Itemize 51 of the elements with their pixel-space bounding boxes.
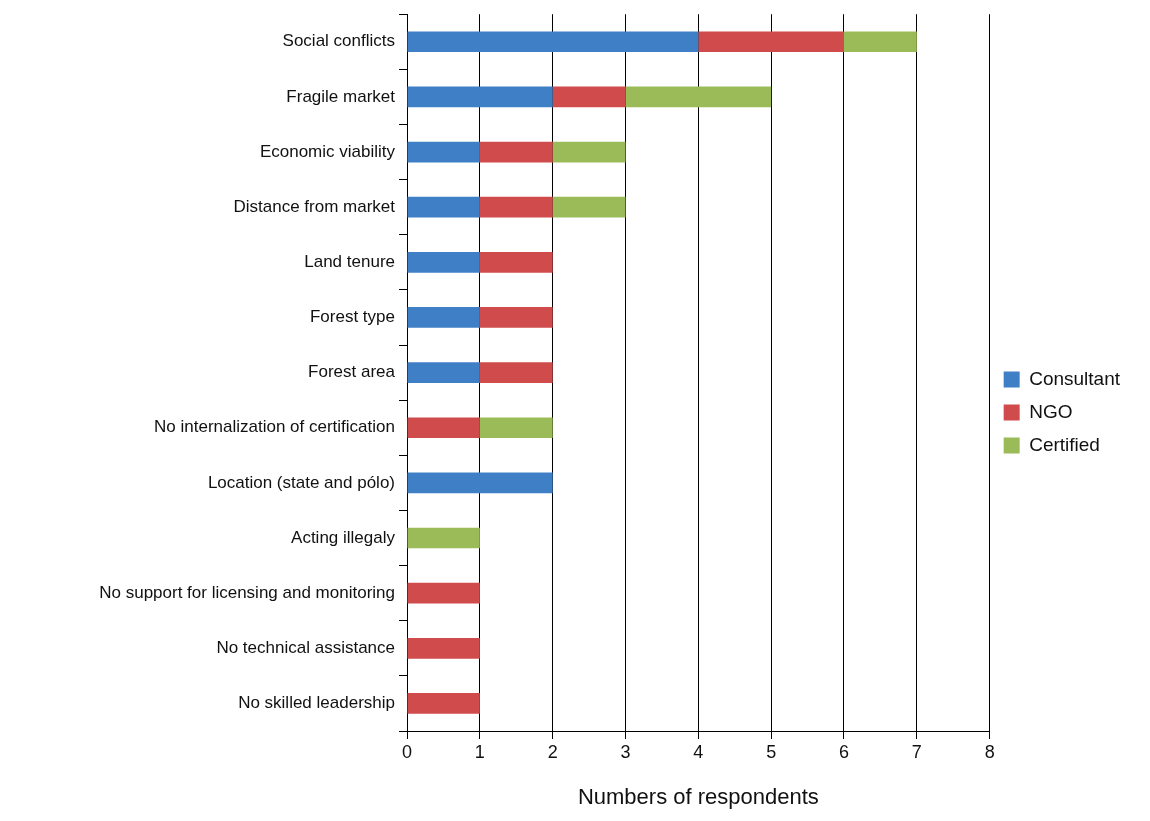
bar — [625, 86, 772, 108]
y-tick-label: Distance from market — [233, 196, 396, 216]
bar — [407, 251, 480, 273]
x-tick-label: 0 — [401, 741, 413, 762]
bar — [552, 196, 626, 218]
bar — [844, 31, 917, 53]
bar — [407, 527, 480, 549]
legend-label: NGO — [1029, 400, 1073, 422]
bar — [479, 307, 553, 328]
y-tick-label: Land tenure — [304, 252, 395, 272]
x-tick-label: 5 — [766, 741, 777, 762]
bar — [698, 31, 844, 53]
y-tick-label: Forest area — [308, 362, 396, 382]
y-tick-label: No technical assistance — [216, 637, 395, 657]
bar — [407, 472, 553, 494]
x-axis-title: Numbers of respondents — [577, 783, 819, 809]
x-tick-label: 7 — [911, 741, 922, 762]
x-tick-label: 3 — [620, 741, 631, 762]
bar — [479, 251, 553, 273]
bar — [479, 417, 553, 439]
x-tick-label: 8 — [984, 741, 995, 762]
bar — [479, 196, 553, 218]
y-tick-label: Social conflicts — [282, 31, 395, 51]
bar — [407, 362, 480, 383]
bar — [479, 141, 553, 163]
bar — [407, 141, 480, 163]
bar — [407, 307, 480, 328]
y-tick-label: Economic viability — [259, 141, 396, 161]
bar — [407, 86, 553, 108]
x-tick-label: 6 — [838, 741, 850, 762]
y-tick-label: No skilled leadership — [238, 693, 395, 713]
y-tick-label: No support for licensing and monitoring — [99, 582, 395, 602]
y-tick-label: Location (state and pólo) — [207, 472, 395, 492]
x-tick-label: 1 — [474, 741, 485, 762]
bar — [407, 637, 480, 659]
bar — [552, 86, 626, 108]
y-tick-label: No internalization of certification — [154, 417, 395, 437]
bar — [479, 362, 553, 383]
x-tick-label: 4 — [693, 741, 704, 762]
x-tick-label: 2 — [547, 741, 558, 762]
bar — [407, 582, 480, 604]
y-tick-label: Acting illegaly — [291, 527, 396, 547]
y-tick-label: Fragile market — [286, 86, 396, 106]
bar — [407, 31, 699, 53]
legend-label: Certified — [1029, 433, 1100, 455]
bar — [407, 417, 480, 439]
legend-label: Consultant — [1029, 367, 1121, 389]
bar — [407, 196, 480, 218]
bar — [407, 693, 480, 714]
bar — [552, 141, 626, 163]
y-tick-label: Forest type — [309, 307, 395, 327]
